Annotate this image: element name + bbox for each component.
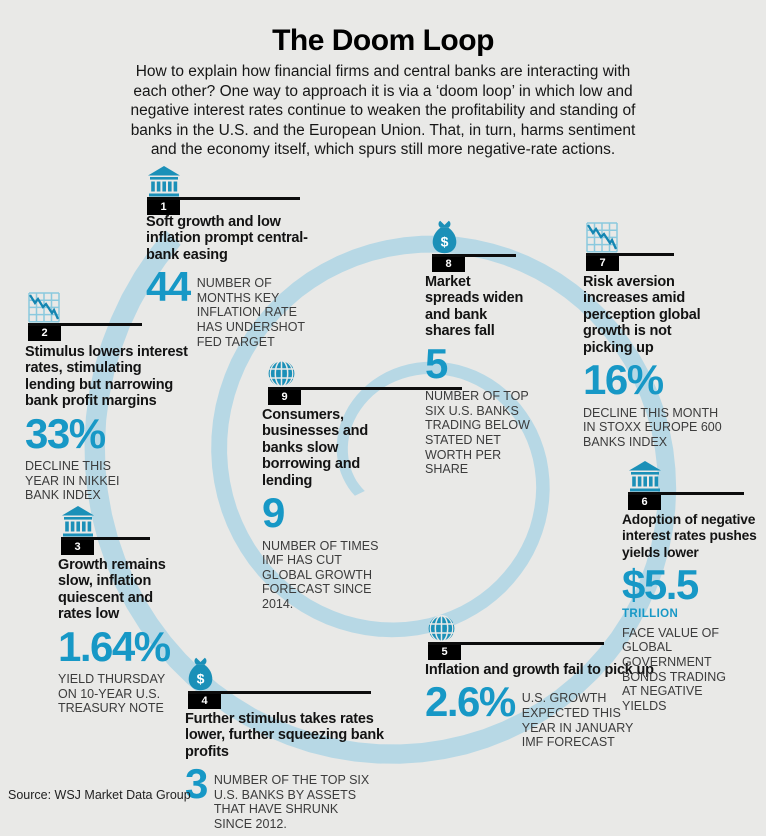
step-headline: Stimulus lowers interest rates, stimulat…	[25, 344, 188, 410]
stat-caption: YIELD THURSDAY ON 10-YEAR U.S. TREASURY …	[58, 672, 166, 716]
step-number-badge: 7	[586, 255, 619, 271]
step-headline: Market spreads widen and bank shares fal…	[425, 274, 524, 340]
connector-rule	[268, 387, 462, 390]
step-number-badge: 9	[268, 389, 301, 405]
stat-caption: DECLINE THIS MONTH IN STOXX EUROPE 600 B…	[583, 405, 722, 449]
doom-item-5: 5 Inflation and growth fail to pick up 2…	[425, 614, 677, 750]
connector-rule	[628, 492, 744, 495]
connector-rule	[586, 253, 674, 256]
doom-item-3: 3 Growth remains slow, inflation quiesce…	[58, 506, 230, 716]
doom-item-2: 2 Stimulus lowers interest rates, stimul…	[25, 292, 193, 503]
step-number-badge: 2	[28, 325, 61, 341]
step-number-badge: 3	[61, 539, 94, 555]
svg-text:$: $	[197, 671, 205, 687]
step-headline: Inflation and growth fail to pick up	[425, 662, 654, 678]
stat-value: 3	[185, 760, 208, 808]
stat-caption: DECLINE THIS YEAR IN NIKKEI BANK INDEX	[25, 459, 120, 503]
connector-rule	[432, 254, 516, 257]
globe-icon	[268, 359, 295, 388]
stat-value: 33%	[25, 409, 106, 457]
intro-paragraph: How to explain how financial firms and c…	[130, 63, 636, 159]
step-headline: Further stimulus takes rates lower, furt…	[185, 711, 384, 760]
connector-rule	[428, 642, 604, 645]
step-number-badge: 1	[147, 199, 180, 215]
bank-icon	[628, 461, 662, 492]
stat-caption: NUMBER OF THE TOP SIX U.S. BANKS BY ASSE…	[213, 773, 370, 831]
bank-icon	[147, 166, 181, 197]
step-number-badge: 6	[628, 494, 661, 510]
bank-icon	[61, 506, 95, 537]
doom-item-4: $ 4 Further stimulus takes rates lower, …	[185, 657, 398, 832]
step-headline: Risk aversion increases amid perception …	[583, 274, 701, 356]
stat-caption: U.S. GROWTH EXPECTED THIS YEAR IN JANUAR…	[521, 691, 634, 750]
money-bag-icon: $	[188, 657, 213, 691]
connector-rule	[188, 691, 371, 694]
step-headline: Growth remains slow, inflation quiescent…	[58, 557, 166, 623]
doom-item-8: $ 8 Market spreads widen and bank shares…	[425, 220, 565, 477]
step-number-badge: 4	[188, 693, 221, 709]
svg-text:$: $	[441, 234, 449, 250]
declining-chart-icon	[28, 292, 60, 323]
doom-item-7: 7 Risk aversion increases amid perceptio…	[583, 221, 745, 449]
stat-caption: NUMBER OF MONTHS KEY INFLATION RATE HAS …	[196, 276, 306, 349]
stat-value: 2.6%	[425, 678, 516, 726]
doom-item-1: 1 Soft growth and low inflation prompt c…	[146, 166, 328, 349]
source-credit: Source: WSJ Market Data Group	[8, 788, 191, 802]
step-headline: Adoption of negative interest rates push…	[622, 512, 757, 560]
connector-rule	[28, 323, 142, 326]
spiral-shape	[84, 230, 677, 764]
globe-icon	[428, 614, 455, 643]
stat-value: 5	[425, 339, 448, 387]
stat-unit-label: TRILLION	[622, 607, 679, 620]
page-title: The Doom Loop	[272, 24, 494, 57]
step-headline: Soft growth and low inflation prompt cen…	[146, 214, 308, 263]
money-bag-icon: $	[432, 220, 457, 254]
connector-rule	[61, 537, 150, 540]
connector-rule	[147, 197, 300, 200]
stat-value: 9	[262, 489, 285, 537]
step-headline: Consumers, businesses and banks slow bor…	[262, 407, 368, 489]
stat-value: $5.5	[622, 561, 699, 609]
step-number-badge: 8	[432, 256, 465, 272]
stat-value: 1.64%	[58, 622, 171, 670]
stat-value: 44	[146, 263, 191, 311]
stat-caption: NUMBER OF TIMES IMF HAS CUT GLOBAL GROWT…	[262, 538, 379, 612]
stat-caption: FACE VALUE OF GLOBAL GOVERNMENT BONDS TR…	[622, 625, 726, 713]
stat-value: 16%	[583, 356, 664, 404]
doom-item-9: 9 Consumers, businesses and banks slow b…	[262, 354, 462, 612]
step-number-badge: 5	[428, 644, 461, 660]
doom-item-6: 6 Adoption of negative interest rates pu…	[622, 460, 766, 713]
declining-chart-icon	[586, 222, 618, 253]
stat-caption: NUMBER OF TOP SIX U.S. BANKS TRADING BEL…	[425, 389, 530, 477]
